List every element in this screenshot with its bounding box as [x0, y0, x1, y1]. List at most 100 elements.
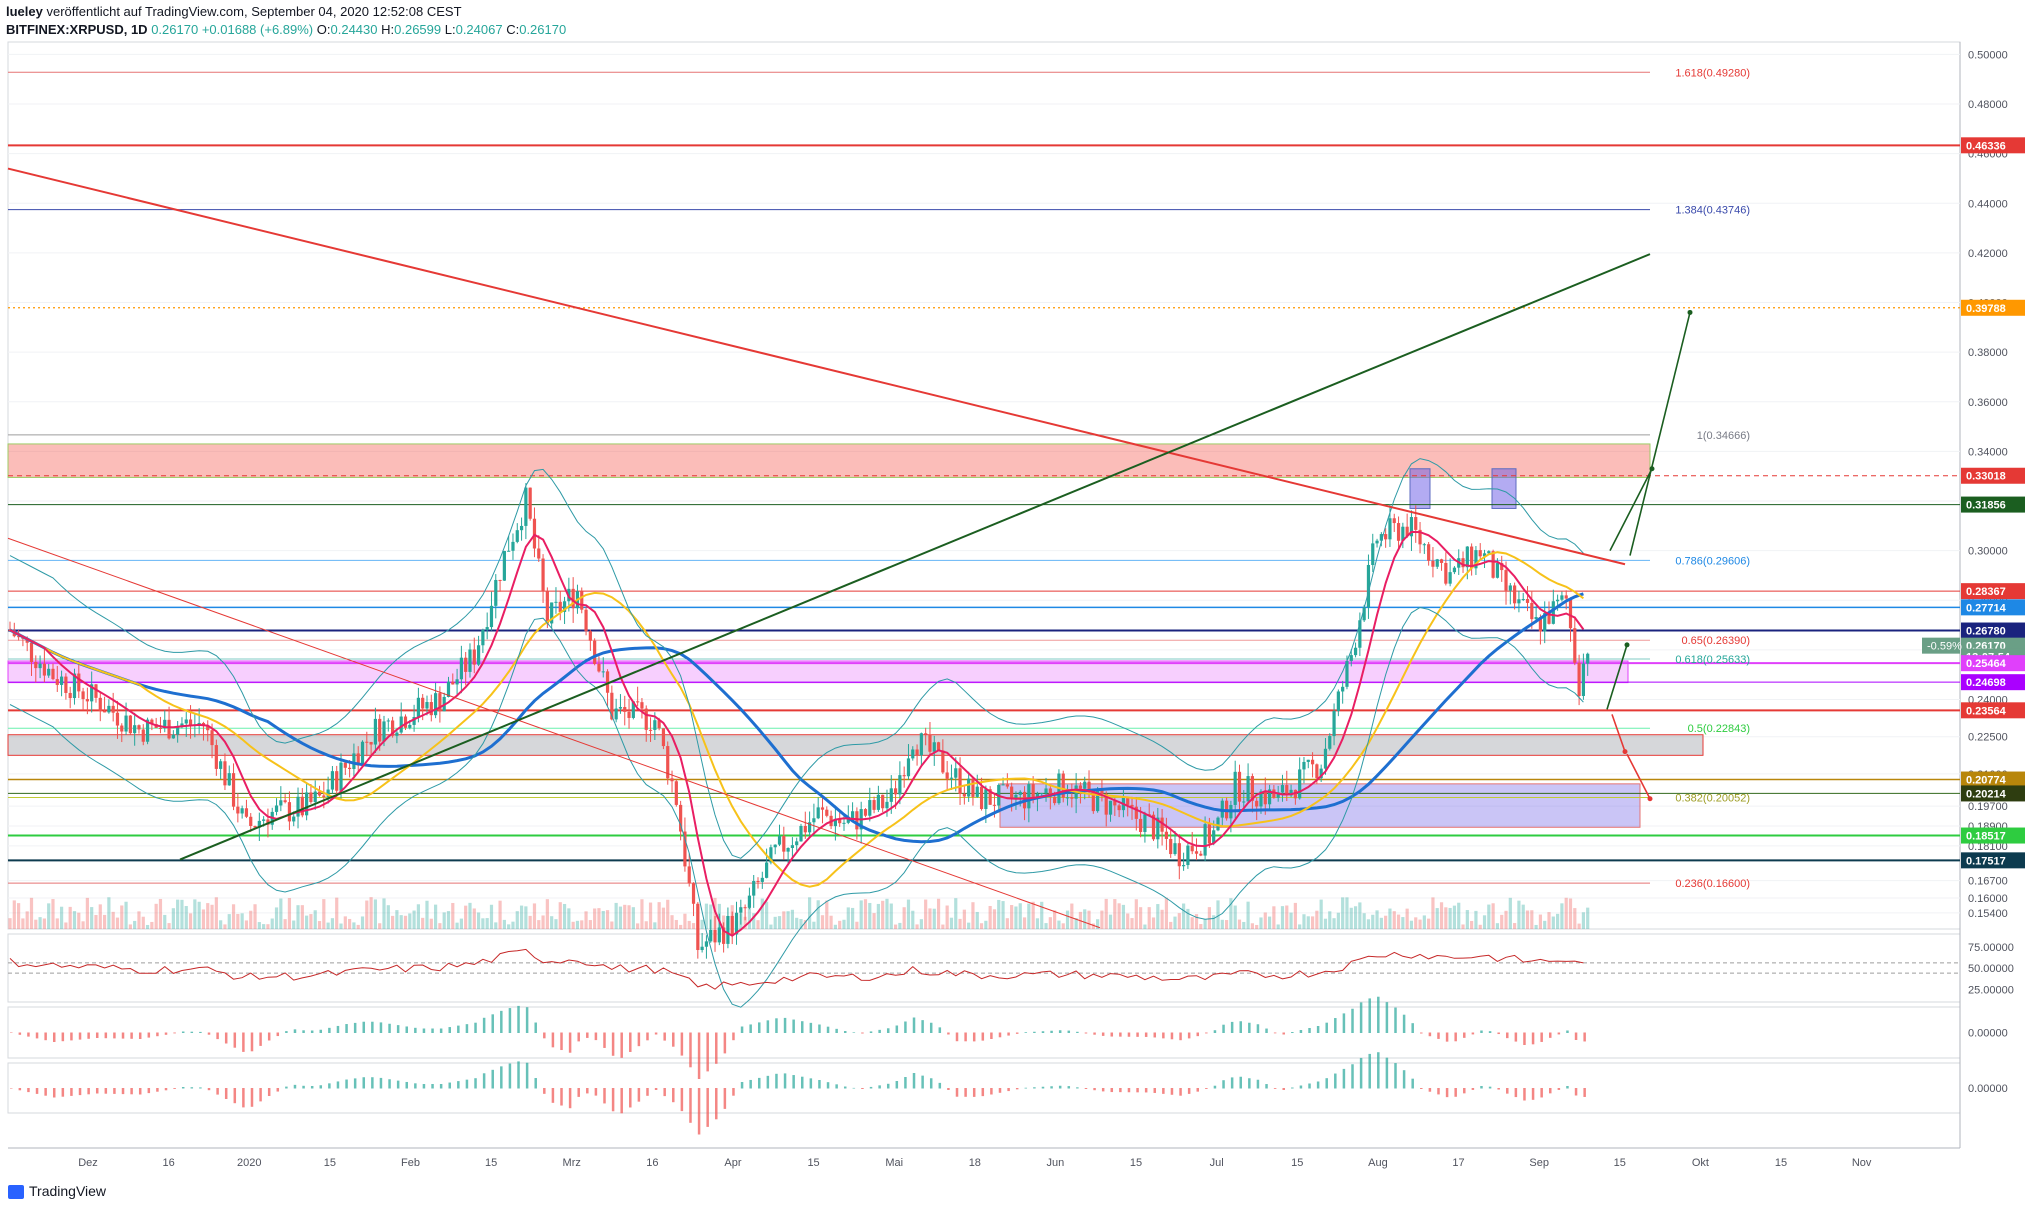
volume-bar [1530, 910, 1534, 929]
histogram-bar [1316, 1081, 1320, 1089]
candle-body [283, 800, 287, 803]
volume-bar [992, 909, 997, 929]
candle-body [236, 806, 240, 814]
volume-bar [322, 899, 326, 929]
histogram-bar [1394, 1063, 1397, 1089]
volume-bar [421, 917, 425, 929]
volume-bar [25, 911, 29, 929]
fib-label: 0.618(0.25633) [1675, 654, 1750, 666]
histogram-bar [740, 1026, 744, 1033]
histogram-bar [44, 1088, 47, 1096]
candle-body [1156, 817, 1160, 840]
candle-body [1173, 843, 1177, 855]
candle-body [816, 807, 820, 819]
candle-body [1160, 817, 1164, 832]
volume-bar [507, 924, 511, 929]
x-tick-label: Jul [1210, 1157, 1224, 1169]
volume-bar [219, 920, 223, 929]
candle-body [433, 693, 438, 716]
candle-body [704, 941, 709, 947]
histogram-bar [1205, 1088, 1208, 1089]
symbol-ohlc-line: BITFINEX:XRPUSD, 1D 0.26170 +0.01688 (+6… [6, 22, 566, 37]
trading-chart[interactable]: 0.500000.480000.460000.440000.420000.400… [0, 0, 2037, 1180]
volume-bar [128, 924, 132, 929]
volume-bar [881, 900, 885, 929]
candle-body [1418, 529, 1422, 545]
candle-body [464, 657, 468, 672]
volume-bar [1048, 917, 1052, 929]
volume-bar [476, 912, 481, 929]
y-tick-label: 0.34000 [1968, 446, 2008, 458]
candle-body [421, 697, 425, 709]
candle-body [1242, 801, 1246, 803]
volume-bar [107, 897, 111, 929]
histogram-bar [826, 1026, 830, 1033]
price-tag [1961, 467, 2025, 484]
histogram-bar [1136, 1088, 1139, 1093]
histogram-bar [1359, 1057, 1363, 1089]
histogram-bar [1101, 1088, 1105, 1092]
histogram-bar [646, 1032, 649, 1041]
candle-body [29, 642, 34, 662]
histogram-bar [1291, 1087, 1294, 1089]
footer: TradingView [0, 1180, 2037, 1206]
volume-bar [1186, 908, 1190, 929]
histogram-bar [233, 1088, 237, 1104]
histogram-bar [801, 1021, 804, 1033]
volume-bar [1280, 906, 1285, 929]
candle-body [1151, 814, 1156, 840]
candle-body [1543, 613, 1547, 632]
volume-bar [210, 904, 214, 929]
y-tick-label: 0.18100 [1968, 841, 2008, 853]
volume-bar [158, 898, 163, 929]
histogram-bar [207, 1032, 211, 1035]
volume-bar [648, 902, 653, 929]
volume-bar [545, 899, 549, 929]
price-tag-label: 0.27714 [1966, 602, 2007, 614]
candle-body [1139, 818, 1143, 832]
histogram-bar [1420, 1088, 1423, 1089]
candle-body [1444, 562, 1448, 584]
candle-body [1495, 563, 1500, 578]
volume-bar [1151, 917, 1156, 929]
volume-bar [795, 917, 799, 929]
candle-body [476, 645, 481, 665]
histogram-bar [147, 1032, 151, 1038]
histogram-bar [1162, 1032, 1165, 1039]
arrow-head [1622, 749, 1628, 755]
candle-body [1384, 534, 1388, 540]
histogram-bar [629, 1088, 632, 1108]
histogram-bar [929, 1078, 933, 1089]
candle-body [1048, 788, 1052, 797]
histogram-bar [1325, 1078, 1328, 1089]
histogram-bar [44, 1032, 47, 1041]
histogram-bar [1549, 1032, 1552, 1038]
candle-body [1134, 806, 1138, 819]
volume-bar [687, 920, 691, 929]
volume-bar [842, 919, 846, 929]
histogram-bar [1454, 1088, 1457, 1097]
candle-body [593, 640, 597, 664]
histogram-bar [27, 1032, 30, 1037]
histogram-bar [775, 1073, 778, 1089]
magenta-zone [7, 660, 1629, 684]
histogram-bar [895, 1025, 899, 1033]
candle-body [709, 929, 713, 942]
candle-body [979, 786, 984, 810]
candle-body [1246, 776, 1250, 802]
arrow-head [1649, 466, 1655, 472]
histogram-bar [113, 1032, 116, 1039]
price-tag [1961, 599, 2025, 616]
tradingview-logo[interactable]: TradingView [8, 1183, 106, 1200]
candle-body [339, 762, 343, 791]
histogram-bar [233, 1032, 237, 1048]
histogram-bar [1583, 1032, 1586, 1042]
volume-bar [575, 920, 580, 929]
volume-bar [1452, 905, 1457, 929]
histogram-bar [1471, 1088, 1475, 1090]
candle-body [25, 638, 29, 643]
histogram-bar [680, 1088, 684, 1112]
candle-body [1491, 551, 1495, 578]
histogram-bar [439, 1084, 443, 1089]
volume-bar [154, 903, 158, 929]
